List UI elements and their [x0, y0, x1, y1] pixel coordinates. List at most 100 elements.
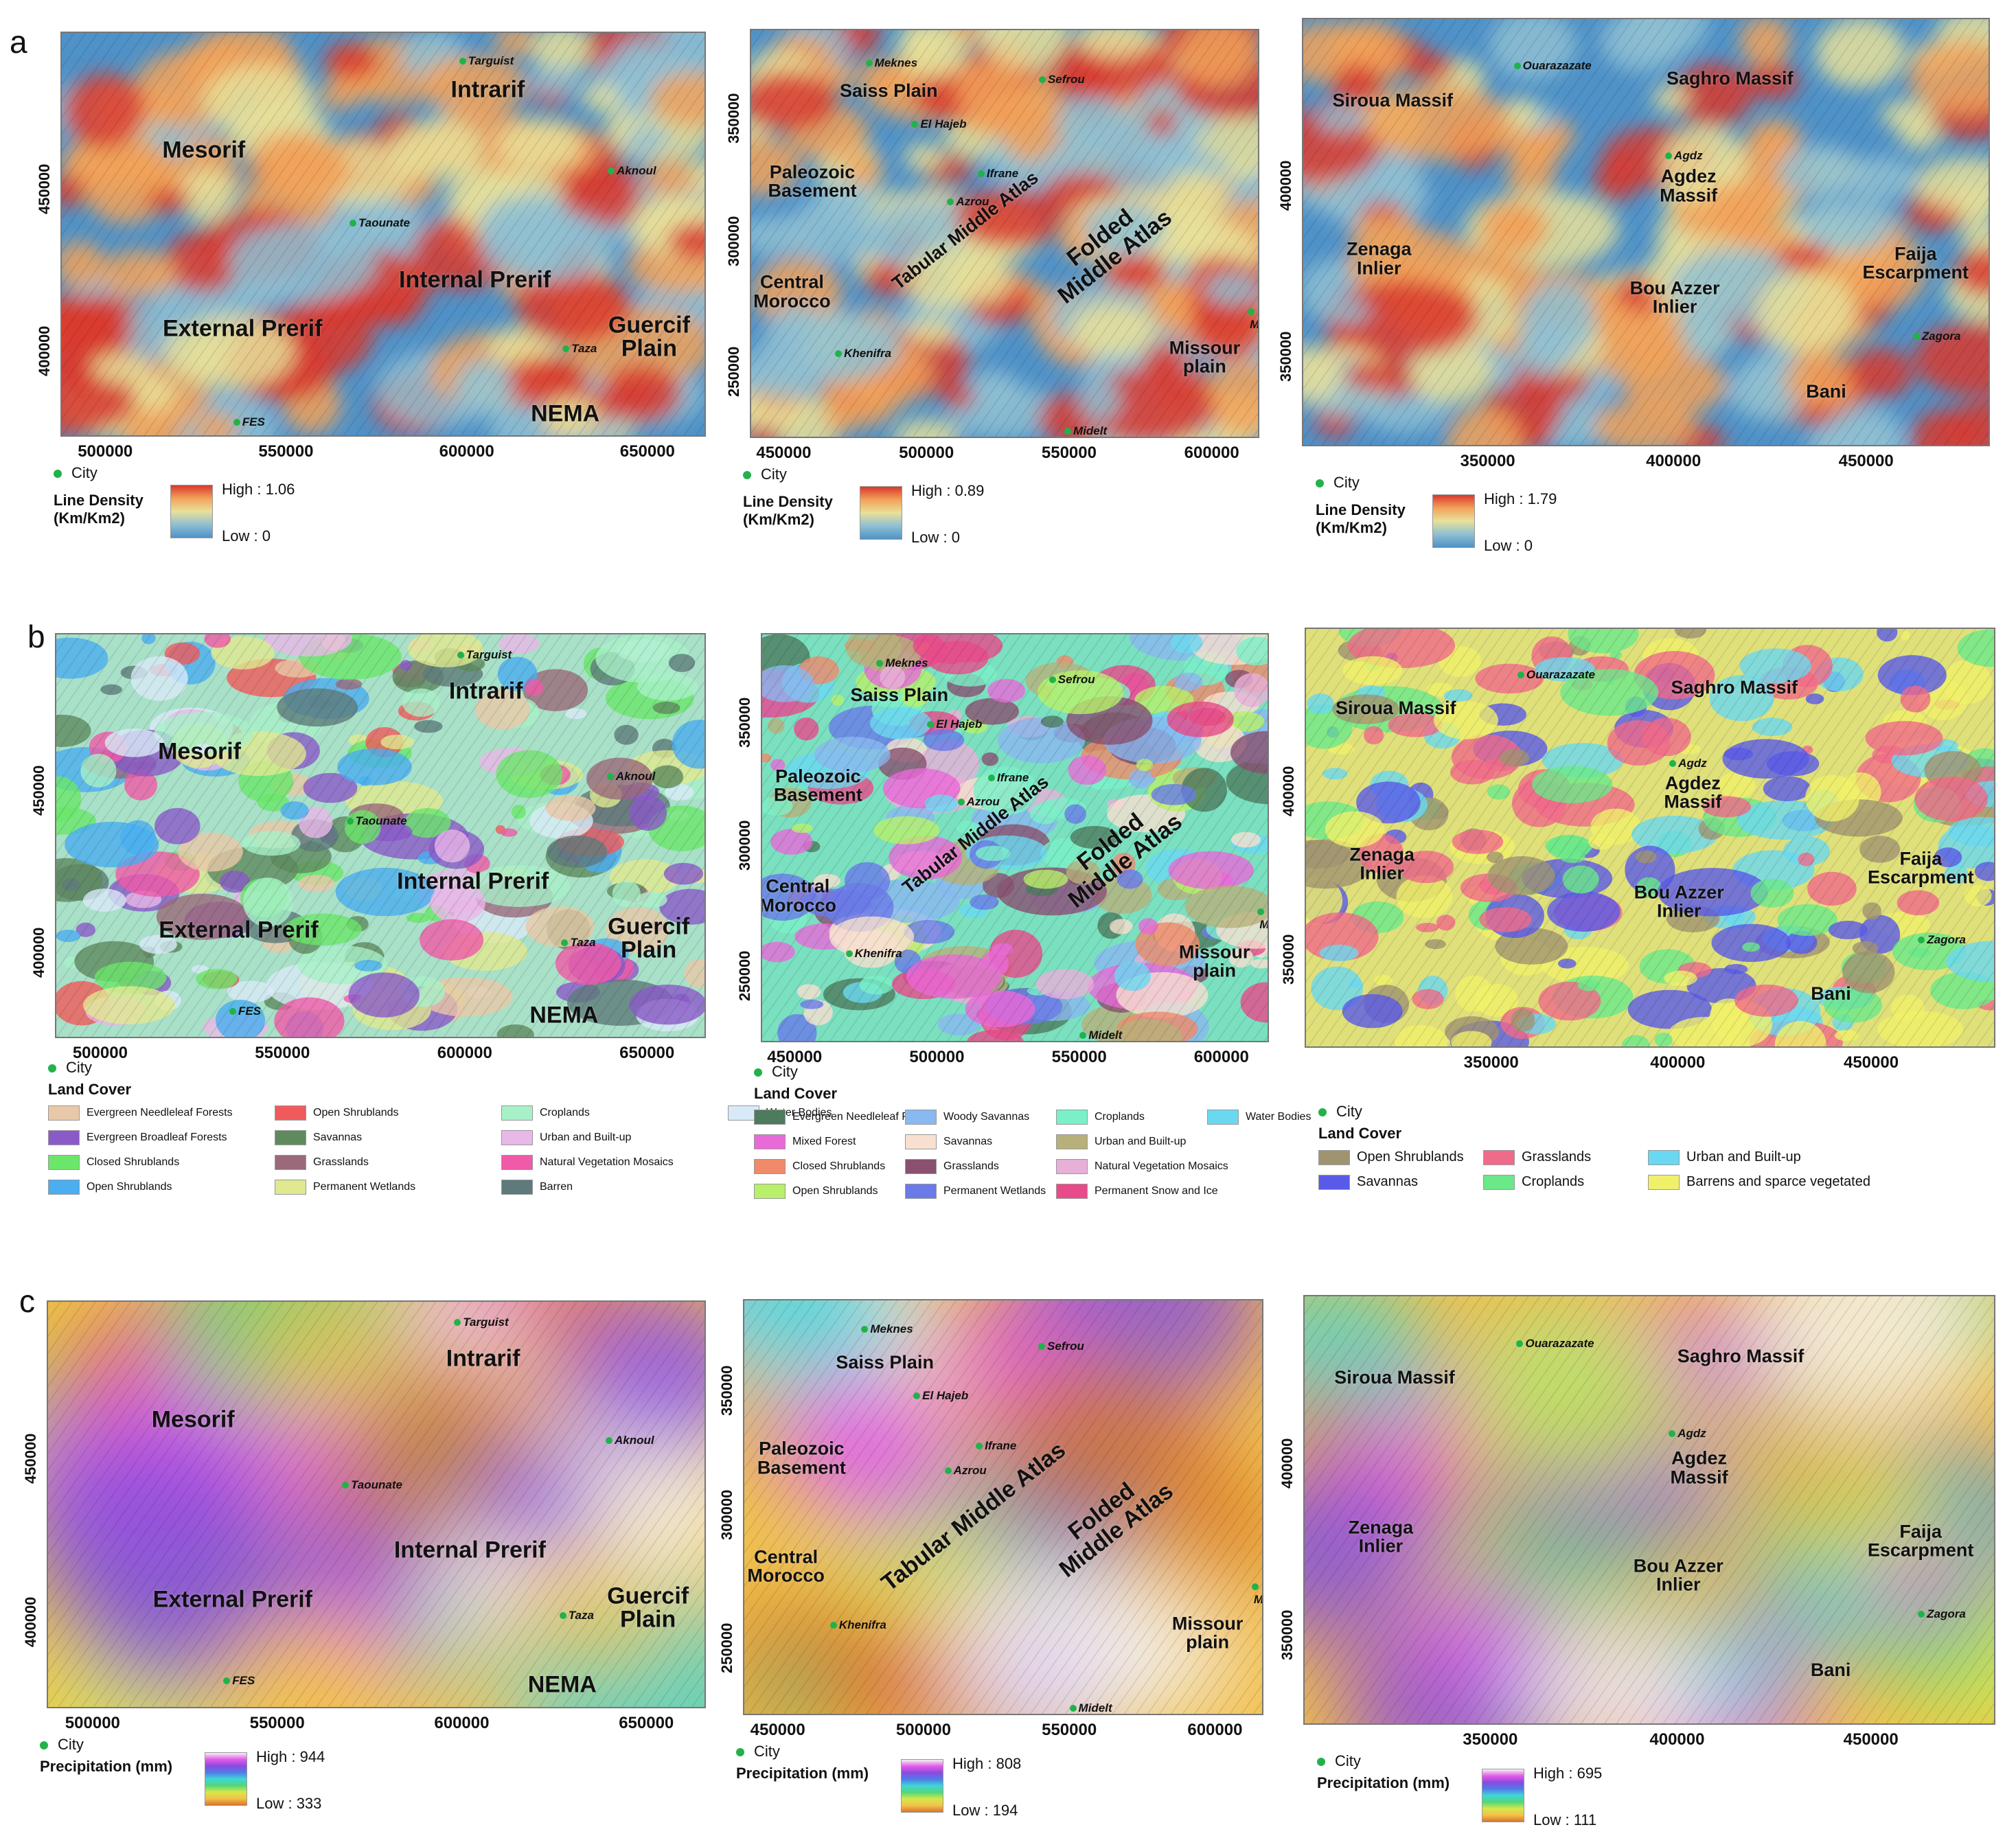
city-marker: Meknes [876, 656, 928, 670]
region-label: Zenaga Inlier [1346, 238, 1412, 279]
legend-title: Land Cover [1318, 1125, 1402, 1142]
city-dot-icon [829, 1621, 837, 1629]
legend-label: Open Shrublands [792, 1185, 878, 1197]
y-tick-label: 450000 [22, 1433, 39, 1484]
city-marker: FES [223, 1674, 255, 1688]
legend-swatch [1318, 1174, 1350, 1190]
y-tick-label: 400000 [1277, 160, 1294, 211]
city-marker: Ifrane [977, 167, 1018, 181]
city-dot-icon [1251, 1583, 1259, 1590]
city-name: Meknes [870, 1322, 913, 1336]
legend-label: Croplands [1095, 1111, 1145, 1123]
x-tick-label: 450000 [1843, 1730, 1899, 1749]
city-name: Ouarazazate [1526, 668, 1596, 682]
region-label: Guercif Plain [608, 311, 690, 362]
city-name: Midelt [1078, 1701, 1112, 1714]
map-panel-b1: Intrarif Mesorif Internal Prerif External P… [55, 633, 706, 1038]
legend-swatch [501, 1155, 533, 1170]
x-tick-label: 600000 [1184, 444, 1239, 462]
map-raster-b1 [56, 634, 705, 1037]
legend-swatch [905, 1184, 937, 1199]
city-name: El Hajeb [922, 1389, 969, 1403]
city-name: Zagora [1927, 1607, 1966, 1620]
region-label: NEMA [529, 1002, 599, 1029]
y-tick-label: 400000 [22, 1596, 39, 1647]
city-dot-icon [876, 659, 884, 667]
city-name: Meknes [874, 56, 918, 69]
city-dot-icon [1912, 332, 1920, 340]
city-name: Targuist [463, 1315, 509, 1329]
land-cover-legend-item: Evergreen Needleleaf Forests [48, 1105, 233, 1121]
region-label: Siroua Massif [1334, 1367, 1455, 1388]
legend-swatch [1648, 1174, 1680, 1190]
x-tick-label: 650000 [619, 1714, 674, 1732]
region-label: Paleozoic Basement [757, 1438, 846, 1478]
city-marker: Sefrou [1038, 1340, 1084, 1353]
city-dot-icon [1513, 62, 1521, 70]
city-dot-icon [1038, 1342, 1046, 1350]
region-label: Agdez Massif [1660, 165, 1718, 206]
land-cover-legend-item: Savannas [275, 1130, 362, 1145]
map-raster-c2 [744, 1300, 1262, 1714]
legend-high-value: High : 1.79 [1484, 490, 1557, 507]
city-name: El Hajeb [936, 718, 983, 731]
city-dot-icon [977, 170, 985, 177]
x-tick-label: 500000 [72, 1044, 128, 1062]
city-name: Targuist [466, 647, 512, 661]
legend-low-value: Low : 0 [911, 529, 960, 546]
city-dot-icon [457, 651, 464, 658]
legend-swatch [1056, 1134, 1088, 1149]
legend-title: Line Density (Km/Km2) [743, 493, 833, 529]
city-dot-icon [845, 950, 853, 957]
city-dot-icon [947, 198, 954, 206]
legend-label: Evergreen Broadleaf Forests [87, 1132, 227, 1144]
city-dot-icon [606, 772, 614, 780]
city-marker: Azrou [947, 195, 989, 209]
legend-high-value: High : 808 [952, 1755, 1022, 1772]
land-cover-legend-item: Woody Savannas [905, 1110, 1029, 1125]
city-marker: Agdz [1669, 757, 1707, 770]
x-tick-label: 500000 [895, 1721, 951, 1739]
legend-label: Closed Shrublands [792, 1160, 886, 1173]
x-tick-label: 450000 [750, 1721, 805, 1739]
y-tick-label: 350000 [725, 93, 742, 144]
city-legend-label: City [58, 1736, 84, 1753]
legend-label: Evergreen Needleleaf Forests [87, 1107, 233, 1119]
land-cover-legend-item: Savannas [1318, 1174, 1418, 1190]
legend-label: Grasslands [313, 1156, 369, 1169]
color-ramp [205, 1752, 247, 1806]
city-dot-icon [1665, 152, 1673, 160]
legend-swatch [754, 1134, 786, 1149]
city-dot-icon [736, 1748, 744, 1757]
city-dot-icon [223, 1677, 231, 1685]
city-dot-icon [835, 349, 843, 357]
legend-label: Permanent Wetlands [313, 1181, 416, 1193]
y-tick-label: 350000 [736, 697, 753, 748]
legend-swatch [48, 1130, 80, 1145]
city-dot-icon [1318, 1108, 1327, 1117]
city-marker: Taza [562, 342, 597, 356]
city-name: Khenifra [854, 946, 902, 960]
city-dot-icon [459, 58, 466, 65]
city-name: Agdz [1677, 1427, 1706, 1441]
city-dot-icon [988, 774, 995, 781]
city-dot-icon [1918, 936, 1925, 943]
city-marker: Targuist [459, 54, 514, 68]
land-cover-legend-item: Croplands [1483, 1174, 1584, 1190]
city-name: Azrou [956, 195, 989, 209]
map-panel-c1: Intrarif Mesorif Internal Prerif External P… [47, 1300, 706, 1708]
city-marker: Targuist [457, 648, 512, 662]
legend-swatch [1056, 1184, 1088, 1199]
legend-swatch [754, 1110, 786, 1125]
y-tick-label: 350000 [1280, 934, 1297, 985]
land-cover-legend-item: Open Shrublands [275, 1105, 399, 1121]
x-tick-label: 500000 [65, 1714, 120, 1732]
x-tick-label: 650000 [619, 442, 675, 461]
x-tick-label: 450000 [767, 1048, 823, 1066]
legend-swatch [48, 1155, 80, 1170]
region-label: External Prerif [159, 917, 319, 943]
y-tick-label: 350000 [1277, 331, 1294, 382]
legend-label: Permanent Wetlands [943, 1185, 1046, 1197]
legend-label: Savannas [313, 1132, 363, 1144]
legend-swatch [754, 1184, 786, 1199]
